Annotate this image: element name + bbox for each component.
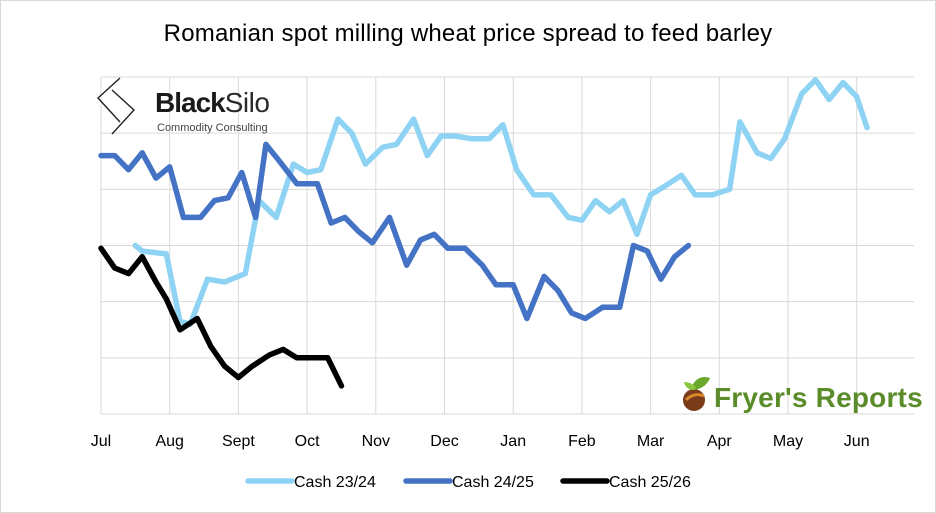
series-line-2 (98, 141, 692, 322)
x-tick-label: Sept (222, 433, 255, 450)
chart-title: Romanian spot milling wheat price spread… (163, 20, 773, 47)
x-tick-label: May (773, 433, 803, 450)
x-tick-label: Jul (91, 433, 111, 450)
blacksilo-logo: BlackSilo (155, 87, 270, 119)
x-tick-label: Aug (155, 433, 183, 450)
series-line-1 (132, 77, 870, 327)
x-tick-label: Jan (500, 433, 526, 450)
legend-label-2: Cash 24/25 (452, 474, 534, 491)
blacksilo-logo-icon (97, 77, 135, 135)
blacksilo-subtitle: Commodity Consulting (157, 122, 268, 134)
fryers-reports-logo: Fryer's Reports (714, 382, 923, 413)
blacksilo-black: Black (155, 87, 226, 118)
fryers-leaf-icon (683, 377, 710, 411)
x-tick-label: Oct (295, 433, 320, 450)
x-tick-label: Jun (844, 433, 870, 450)
x-tick-label: Apr (707, 433, 733, 450)
x-tick-label: Nov (362, 433, 390, 450)
x-tick-label: Mar (637, 433, 665, 450)
series-line-3 (98, 245, 345, 389)
legend-label-3: Cash 25/26 (609, 474, 691, 491)
blacksilo-silo: Silo (224, 87, 270, 118)
x-tick-label: Feb (568, 433, 596, 450)
legend-label-1: Cash 23/24 (294, 474, 376, 491)
x-tick-label: Dec (430, 433, 458, 450)
